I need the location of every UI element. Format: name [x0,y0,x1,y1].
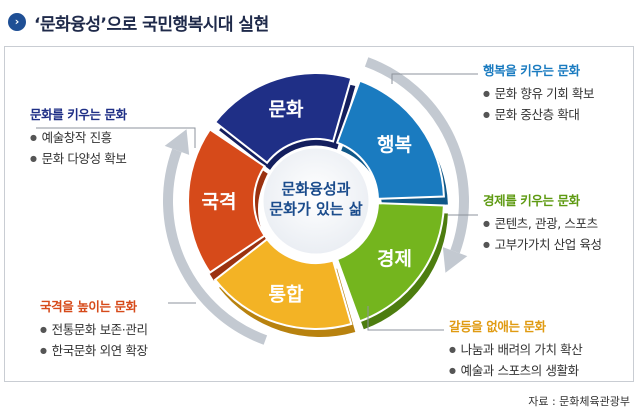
title-row: › ‘문화융성’으로 국민행복시대 실현 [8,10,269,35]
box-happiness-head: 행복을 키우는 문화 [483,63,580,78]
segment-happiness [335,79,445,200]
source-note: 자료 : 문화체육관광부 [528,395,630,408]
box-dignity-head: 국격을 높이는 문화 [40,299,137,314]
box-happiness-item: 문화 중산층 확대 [483,105,594,126]
segment-integration [213,237,353,330]
segment-economy [335,202,445,323]
center-text-line-1: 문화융성과 [281,180,350,198]
box-integration-head: 갈등을 없애는 문화 [449,319,546,334]
center-circle [260,145,372,257]
segment-label-integration: 통합 [269,283,304,305]
box-happiness-item: 문화 향유 기회 확보 [483,84,595,105]
page-title: ‘문화융성’으로 국민행복시대 실현 [34,14,269,35]
box-integration: 갈등을 없애는 문화 나눔과 배려의 가치 확산 예술과 스포츠의 생활화 [449,316,583,382]
segment-label-economy: 경제 [377,248,412,270]
chevron-right-icon: › [8,13,26,31]
cycle-arrow [364,57,469,254]
box-culture: 문화를 키우는 문화 예술창작 진흥 문화 다양성 확보 [30,104,127,170]
box-happiness: 행복을 키우는 문화 문화 향유 기회 확보 문화 중산층 확대 [483,60,595,126]
cycle-arrow-head [164,129,190,155]
box-economy: 경제를 키우는 문화 콘텐츠, 관광, 스포츠 고부가가치 산업 육성 [483,190,602,256]
box-dignity-item: 한국문화 외연 확장 [40,341,148,362]
box-economy-item: 고부가가치 산업 육성 [483,235,602,256]
segment-label-culture: 문화 [269,99,304,121]
box-economy-item: 콘텐츠, 관광, 스포츠 [483,214,602,235]
segment-culture [213,72,353,165]
center-text-line-2: 문화가 있는 삶 [269,200,362,218]
box-culture-item: 문화 다양성 확보 [30,149,127,170]
segment-label-happiness: 행복 [377,134,412,156]
leader-line [391,73,478,84]
box-culture-head: 문화를 키우는 문화 [30,107,127,122]
segment-dignity [187,128,266,274]
box-integration-item: 나눔과 배려의 가치 확산 [449,340,583,361]
box-dignity-item: 전통문화 보존·관리 [40,320,148,341]
box-economy-head: 경제를 키우는 문화 [483,193,580,208]
leader-line [367,306,444,331]
box-culture-item: 예술창작 진흥 [30,128,127,149]
box-dignity: 국격을 높이는 문화 전통문화 보존·관리 한국문화 외연 확장 [40,296,148,362]
cycle-arrow-head [442,247,468,273]
box-integration-item: 예술과 스포츠의 생활화 [449,361,582,382]
segment-label-dignity: 국격 [202,191,237,213]
cycle-arrow [163,148,268,345]
